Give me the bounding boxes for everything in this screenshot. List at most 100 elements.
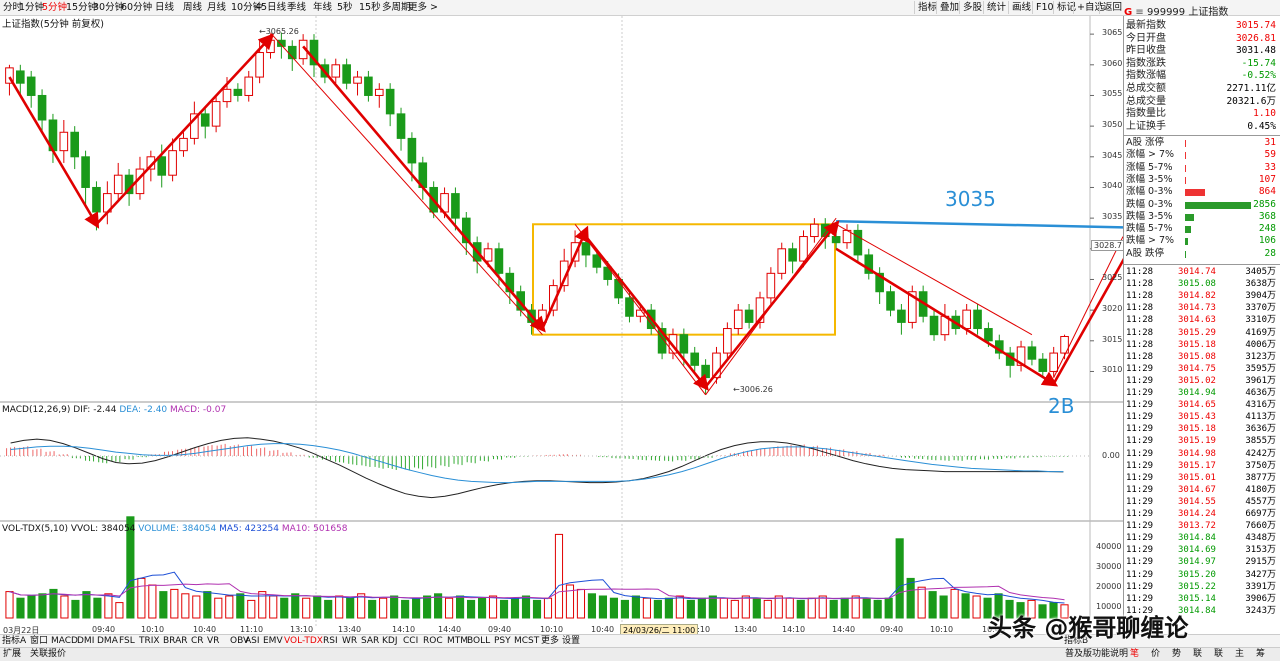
toolbar-button-6[interactable]: 标记 [1053, 1, 1079, 14]
timeframe-13[interactable]: 5秒 [337, 2, 353, 13]
volume-bar [1060, 604, 1069, 619]
indicator-tab-21[interactable]: BOLL [467, 636, 491, 646]
help-link[interactable]: 普及版功能说明 [1065, 649, 1129, 659]
indicator-tab-0[interactable]: 指标A [2, 636, 27, 646]
panel-switch-4[interactable]: 联 [1214, 649, 1224, 659]
panel-switch-6[interactable]: 筹 [1256, 649, 1266, 659]
panel-switch-5[interactable]: 主 [1235, 649, 1245, 659]
tick-time: 11:29 [1126, 557, 1154, 568]
toolbar-button-5[interactable]: F10 [1032, 1, 1057, 14]
timeframe-14[interactable]: 15秒 [359, 2, 381, 13]
candle-body [37, 94, 47, 121]
tick-price: 3015.17 [1178, 460, 1216, 471]
candle-body [1038, 358, 1048, 372]
indicator-tab-6[interactable]: TRIX [139, 636, 160, 646]
indicator-tab-1[interactable]: 窗口 [30, 636, 49, 646]
timeframe-8[interactable]: 月线 [207, 2, 227, 13]
indicator-tab-9[interactable]: VR [207, 636, 220, 646]
panel-switch-3[interactable]: 联 [1193, 649, 1203, 659]
stat-label: 最新指数 [1126, 20, 1166, 31]
stat-row: 上证换手 0.45% [1125, 121, 1278, 134]
indicator-tab-24[interactable]: 更多 [541, 636, 560, 646]
time-axis-label: 14:10 [392, 625, 416, 634]
candle-body [744, 309, 754, 323]
candle-body [233, 88, 243, 96]
tick-price: 3014.69 [1178, 545, 1216, 556]
volume-bar [104, 593, 113, 619]
timeframe-6[interactable]: 日线 [155, 2, 175, 13]
distribution-value: 33 [1264, 161, 1276, 173]
low-value: 3006.26 [739, 385, 773, 394]
tick-price: 3014.98 [1178, 448, 1216, 459]
timeframe-9[interactable]: 10分钟 [231, 2, 263, 13]
indicator-tab-15[interactable]: WR [342, 636, 358, 646]
timeframe-1[interactable]: 1分钟 [19, 2, 45, 13]
timeframe-3[interactable]: 15分钟 [66, 2, 98, 13]
indicator-tab-14[interactable]: RSI [323, 636, 338, 646]
indicator-tab-19[interactable]: ROC [423, 636, 443, 646]
panel-switch-0[interactable]: 笔 [1130, 649, 1140, 659]
toolbar-button-0[interactable]: 指标 [914, 1, 940, 14]
candle-body [679, 334, 689, 354]
indicator-tab-20[interactable]: MTM [447, 636, 469, 646]
toolbar-button-2[interactable]: 多股 [959, 1, 985, 14]
candle-body [962, 309, 971, 330]
indicator-tab-7[interactable]: BRAR [163, 636, 188, 646]
indicator-tab-12[interactable]: EMV [263, 636, 283, 646]
distribution-label: 跌幅 3-5% [1126, 210, 1173, 222]
timeframe-10[interactable]: 45日线 [255, 2, 287, 13]
chart-title: 上证指数(5分钟 前复权) [2, 19, 104, 30]
timeframe-11[interactable]: 季线 [287, 2, 307, 13]
indicator-tab-4[interactable]: DMA [97, 636, 118, 646]
distribution-label: 跌幅 > 7% [1126, 235, 1175, 247]
timeframe-16[interactable]: 更多 > [408, 2, 438, 13]
volume-bar [203, 591, 212, 619]
volume-bar [675, 595, 684, 619]
panel-switch-2[interactable]: 势 [1172, 649, 1182, 659]
price-axis-label: 3065 [1102, 28, 1123, 38]
indicator-tab-3[interactable]: DMI [77, 636, 95, 646]
candle-body [625, 297, 634, 317]
indicator-tab-13[interactable]: VOL-TDX [284, 636, 323, 646]
timeframe-2[interactable]: 5分钟 [42, 2, 68, 13]
volume-bar [258, 591, 267, 619]
indicator-tab-2[interactable]: MACD [51, 636, 78, 646]
indicator-tab-11[interactable]: ASI [245, 636, 260, 646]
toolbar-button-4[interactable]: 画线 [1008, 1, 1034, 14]
volume-bar [477, 597, 487, 619]
candle-body [810, 223, 819, 238]
toolbar-button-7[interactable]: +自选 [1073, 1, 1107, 14]
toolbar-button-1[interactable]: 叠加 [936, 1, 962, 14]
status-left-1[interactable]: 关联报价 [30, 649, 67, 659]
timeframe-15[interactable]: 多周期 [382, 2, 411, 13]
timeframe-12[interactable]: 年线 [313, 2, 333, 13]
indicator-tab-17[interactable]: KDJ [382, 636, 398, 646]
trend-arrow [95, 33, 275, 226]
toolbar-button-8[interactable]: 返回 [1099, 1, 1125, 14]
timeframe-5[interactable]: 60分钟 [121, 2, 153, 13]
indicator-tab-23[interactable]: MCST [514, 636, 540, 646]
indicator-tab-8[interactable]: CR [191, 636, 204, 646]
menu-icon[interactable]: ≡ [1135, 7, 1144, 18]
timeframe-7[interactable]: 周线 [183, 2, 203, 13]
indicator-tab-25[interactable]: 设置 [562, 636, 581, 646]
indicator-tab-5[interactable]: FSL [119, 636, 135, 646]
tick-time: 11:29 [1126, 460, 1154, 471]
volume-bar [280, 597, 289, 619]
indicator-tab-22[interactable]: PSY [494, 636, 511, 646]
indicator-tab-10[interactable]: OBV [230, 636, 250, 646]
tick-price: 3015.18 [1178, 339, 1216, 350]
indicator-b-button[interactable]: 指标B [1064, 636, 1089, 646]
kline-chart[interactable] [0, 16, 1123, 634]
volume-bar [620, 599, 629, 619]
status-left-0[interactable]: 扩展 [3, 649, 22, 659]
timeframe-4[interactable]: 30分钟 [93, 2, 125, 13]
indicator-tab-16[interactable]: SAR [361, 636, 380, 646]
candle-body [113, 174, 123, 195]
toolbar-button-3[interactable]: 统计 [983, 1, 1009, 14]
indicator-tab-18[interactable]: CCI [403, 636, 419, 646]
time-axis-label: 13:10 [290, 625, 314, 634]
timeframe-0[interactable]: 分时 [3, 2, 23, 13]
panel-switch-1[interactable]: 价 [1151, 649, 1161, 659]
tick-time: 11:29 [1126, 545, 1154, 556]
